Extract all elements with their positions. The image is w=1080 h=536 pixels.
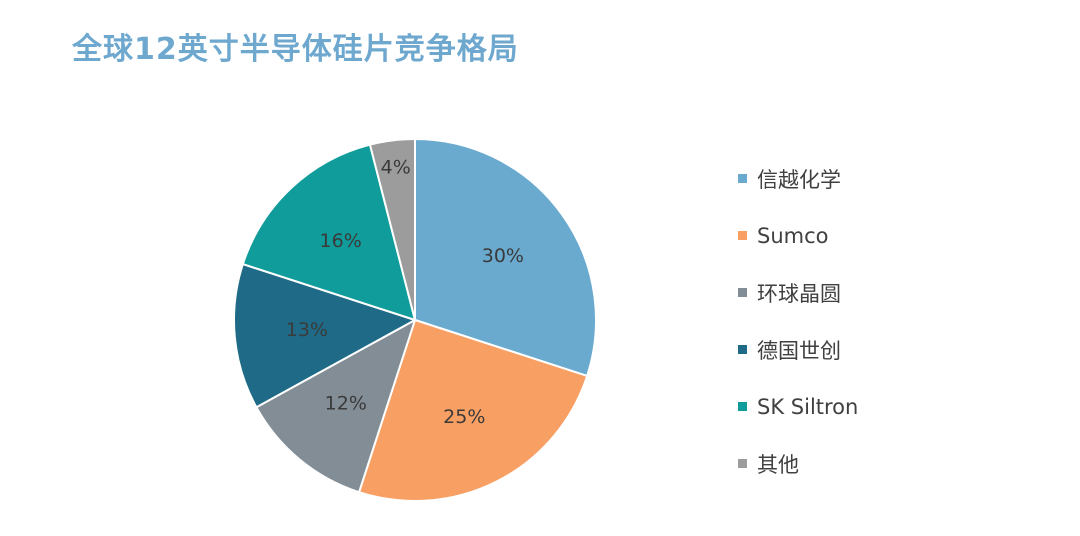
- legend-label: Sumco: [757, 223, 829, 248]
- legend-item: SK Siltron: [738, 378, 858, 435]
- pie-slice: [233, 263, 416, 409]
- legend-label: 环球晶圆: [757, 281, 841, 306]
- slice-data-label: 4%: [381, 156, 411, 178]
- slice-data-label: 13%: [286, 319, 328, 341]
- legend-swatch: [738, 288, 747, 297]
- legend-item: 信越化学: [738, 150, 858, 207]
- legend-label: SK Siltron: [757, 394, 859, 419]
- legend-swatch: [738, 345, 747, 354]
- chart-title: 全球12英寸半导体硅片竞争格局: [72, 32, 519, 67]
- legend-swatch: [738, 231, 747, 240]
- pie-slice: [368, 138, 416, 321]
- chart-legend: 信越化学 Sumco 环球晶圆德国世创 SK Siltron 其他: [738, 150, 858, 492]
- legend-item: 德国世创: [738, 321, 858, 378]
- legend-item: 其他: [738, 435, 858, 492]
- legend-label: 其他: [757, 452, 799, 477]
- pie-slice: [241, 143, 416, 321]
- legend-item: Sumco: [738, 207, 858, 264]
- slice-data-label: 25%: [443, 406, 485, 428]
- legend-label: 信越化学: [757, 167, 841, 192]
- slice-data-label: 12%: [325, 393, 367, 415]
- pie-slice: [358, 319, 589, 502]
- pie-chart: 30% 25% 12% 13% 16% 4%: [233, 138, 597, 502]
- slice-data-label: 16%: [320, 230, 362, 252]
- legend-swatch: [738, 459, 747, 468]
- slice-data-label: 30%: [482, 245, 524, 267]
- legend-label: 德国世创: [757, 338, 841, 363]
- legend-item: 环球晶圆: [738, 264, 858, 321]
- pie-slice: [255, 319, 416, 494]
- legend-swatch: [738, 174, 747, 183]
- legend-swatch: [738, 402, 747, 411]
- pie-slice: [414, 138, 597, 377]
